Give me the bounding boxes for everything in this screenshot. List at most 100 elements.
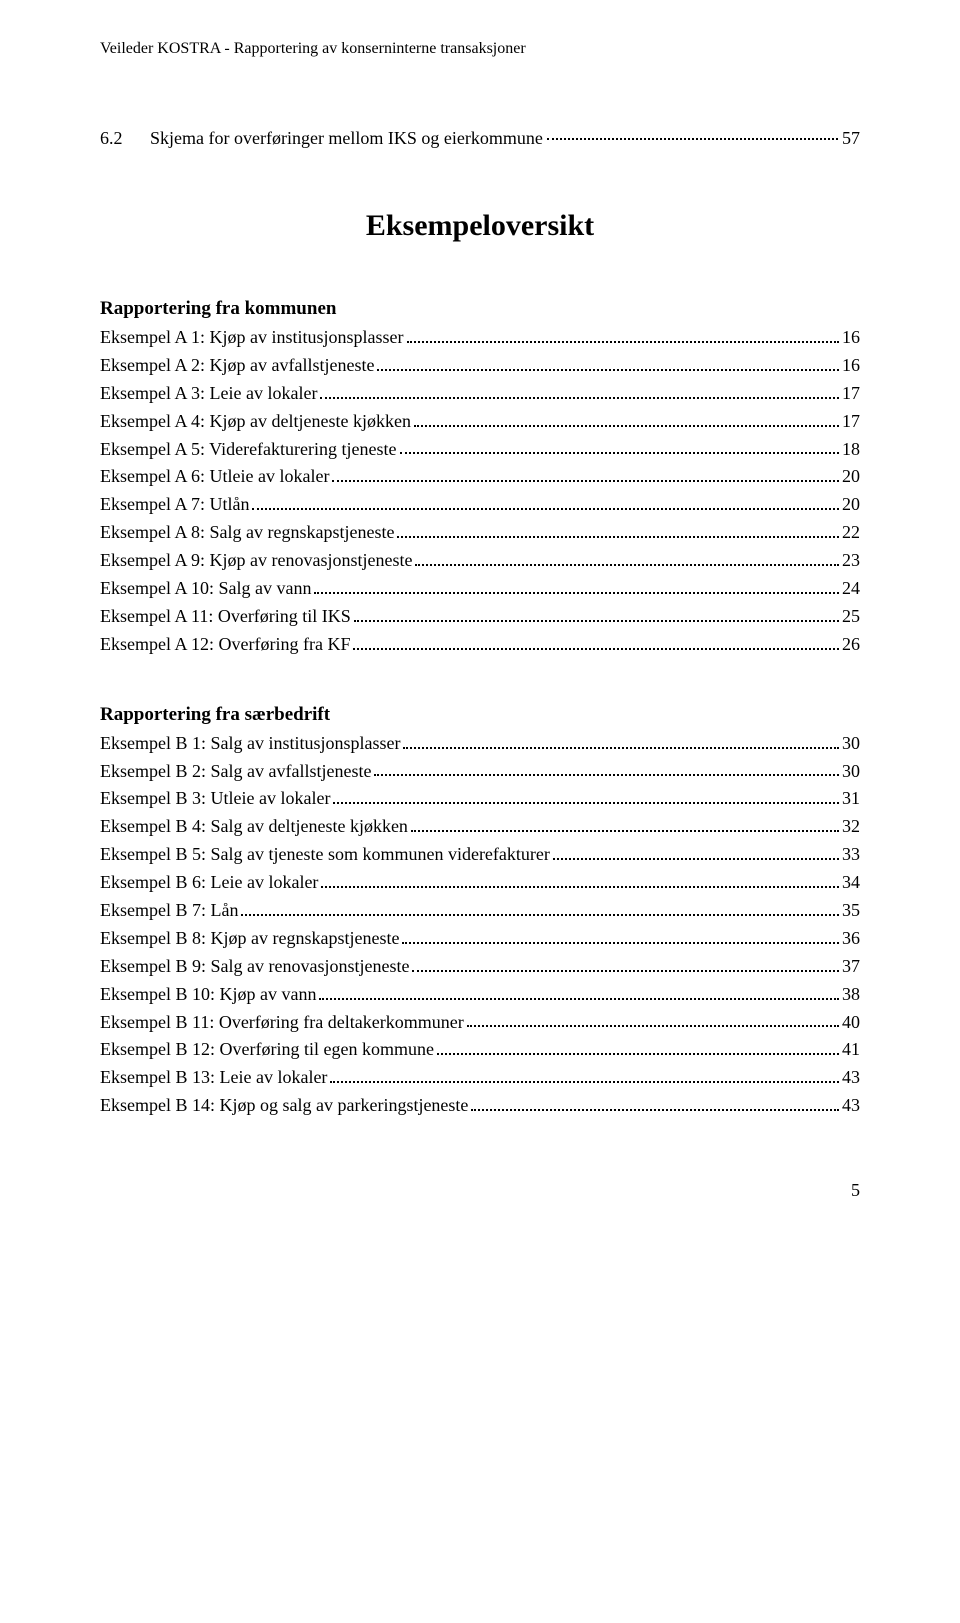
toc-entry-label: Eksempel A 11: Overføring til IKS (100, 603, 351, 631)
leader-dots (374, 774, 839, 776)
toc-entry-page: 16 (842, 352, 860, 380)
leader-dots (414, 425, 839, 427)
toc-entry-page: 38 (842, 981, 860, 1009)
toc-entry-label: Eksempel A 6: Utleie av lokaler (100, 463, 329, 491)
toc-entry: Eksempel A 8: Salg av regnskapstjeneste 2… (100, 519, 860, 547)
toc-entry-page: 24 (842, 575, 860, 603)
leader-dots (397, 536, 839, 538)
leader-dots (321, 886, 839, 888)
leader-dots (402, 942, 839, 944)
toc-entry: Eksempel A 7: Utlån 20 (100, 491, 860, 519)
toc-entry: Eksempel B 9: Salg av renovasjonstjenest… (100, 953, 860, 981)
leader-dots (471, 1109, 839, 1111)
toc-entry: Eksempel A 9: Kjøp av renovasjonstjenest… (100, 547, 860, 575)
toc-entry-label: Eksempel A 9: Kjøp av renovasjonstjenest… (100, 547, 412, 575)
toc-entry-page: 22 (842, 519, 860, 547)
overview-heading: Eksempeloversikt (100, 209, 860, 243)
toc-entry-page: 41 (842, 1036, 860, 1064)
leader-dots (400, 452, 840, 454)
toc-entry: Eksempel A 11: Overføring til IKS 25 (100, 603, 860, 631)
leader-dots (333, 802, 839, 804)
toc-entry: Eksempel B 2: Salg av avfallstjeneste30 (100, 758, 860, 786)
toc-entry-page: 40 (842, 1009, 860, 1037)
leader-dots (411, 830, 839, 832)
toc-entry-label: Eksempel B 4: Salg av deltjeneste kjøkke… (100, 813, 408, 841)
leader-dots (353, 648, 839, 650)
toc-entry-label: Eksempel A 1: Kjøp av institusjonsplasse… (100, 324, 404, 352)
leader-dots (467, 1025, 839, 1027)
toc-entry-label: Eksempel A 8: Salg av regnskapstjeneste (100, 519, 394, 547)
toc-entry-page: 30 (842, 730, 860, 758)
leader-dots (252, 508, 839, 510)
toc-entry: Eksempel B 3: Utleie av lokaler 31 (100, 785, 860, 813)
toc-entry: Eksempel A 5: Viderefakturering tjeneste… (100, 436, 860, 464)
toc-entry-page: 43 (842, 1064, 860, 1092)
toc-entry-label: Eksempel A 7: Utlån (100, 491, 249, 519)
toc-entry-page: 34 (842, 869, 860, 897)
leader-dots (320, 397, 839, 399)
toc-entry-page: 18 (842, 436, 860, 464)
leader-dots (241, 914, 839, 916)
top-entry-title: Skjema for overføringer mellom IKS og ei… (150, 128, 543, 149)
toc-entry: Eksempel B 11: Overføring fra deltakerko… (100, 1009, 860, 1037)
toc-entry: Eksempel A 10: Salg av vann 24 (100, 575, 860, 603)
top-entry-page: 57 (842, 128, 860, 149)
toc-entry-page: 33 (842, 841, 860, 869)
leader-dots (547, 138, 838, 140)
toc-entry-page: 17 (842, 408, 860, 436)
section-heading: Rapportering fra kommunen (100, 298, 860, 320)
toc-section: Rapportering fra kommunen Eksempel A 1: K… (100, 298, 860, 659)
toc-entry-page: 31 (842, 785, 860, 813)
leader-dots (407, 341, 840, 343)
toc-entry: Eksempel B 13: Leie av lokaler 43 (100, 1064, 860, 1092)
toc-entry: Eksempel A 1: Kjøp av institusjonsplasse… (100, 324, 860, 352)
leader-dots (354, 620, 839, 622)
page-number: 5 (100, 1180, 860, 1201)
toc-entry-page: 36 (842, 925, 860, 953)
section-heading: Rapportering fra særbedrift (100, 704, 860, 726)
toc-entry-label: Eksempel B 14: Kjøp og salg av parkering… (100, 1092, 468, 1120)
toc-entry-label: Eksempel B 8: Kjøp av regnskapstjeneste (100, 925, 399, 953)
toc-entry-page: 35 (842, 897, 860, 925)
toc-entry-label: Eksempel B 2: Salg av avfallstjeneste (100, 758, 371, 786)
toc-entry: Eksempel A 4: Kjøp av deltjeneste kjøkke… (100, 408, 860, 436)
toc-entry: Eksempel B 12: Overføring til egen kommu… (100, 1036, 860, 1064)
leader-dots (330, 1081, 839, 1083)
toc-entry-page: 26 (842, 631, 860, 659)
leader-dots (314, 592, 839, 594)
toc-entry-label: Eksempel B 7: Lån (100, 897, 238, 925)
toc-entry-label: Eksempel B 1: Salg av institusjonsplasse… (100, 730, 400, 758)
toc-entry-label: Eksempel B 13: Leie av lokaler (100, 1064, 327, 1092)
leader-dots (437, 1053, 839, 1055)
toc-entry: Eksempel A 3: Leie av lokaler17 (100, 380, 860, 408)
toc-entry: Eksempel B 1: Salg av institusjonsplasse… (100, 730, 860, 758)
leader-dots (415, 564, 839, 566)
toc-entry-page: 32 (842, 813, 860, 841)
toc-entry-label: Eksempel A 2: Kjøp av avfallstjeneste (100, 352, 374, 380)
toc-entry: Eksempel B 8: Kjøp av regnskapstjeneste 3… (100, 925, 860, 953)
toc-entry-label: Eksempel A 10: Salg av vann (100, 575, 311, 603)
toc-entry-page: 16 (842, 324, 860, 352)
toc-entry: Eksempel B 5: Salg av tjeneste som kommu… (100, 841, 860, 869)
toc-entry-label: Eksempel B 10: Kjøp av vann (100, 981, 316, 1009)
toc-entry-page: 25 (842, 603, 860, 631)
toc-section: Rapportering fra særbedrift Eksempel B 1:… (100, 704, 860, 1120)
leader-dots (332, 480, 839, 482)
toc-entry-label: Eksempel B 9: Salg av renovasjonstjenest… (100, 953, 409, 981)
toc-entry: Eksempel B 14: Kjøp og salg av parkering… (100, 1092, 860, 1120)
toc-entry: Eksempel B 10: Kjøp av vann 38 (100, 981, 860, 1009)
toc-entry-label: Eksempel B 11: Overføring fra deltakerko… (100, 1009, 464, 1037)
toc-entry-label: Eksempel B 5: Salg av tjeneste som kommu… (100, 841, 550, 869)
toc-entry-label: Eksempel B 6: Leie av lokaler (100, 869, 318, 897)
leader-dots (377, 369, 839, 371)
toc-entry-label: Eksempel A 5: Viderefakturering tjeneste (100, 436, 397, 464)
toc-entry-label: Eksempel A 3: Leie av lokaler (100, 380, 317, 408)
toc-entry-label: Eksempel B 3: Utleie av lokaler (100, 785, 330, 813)
toc-entry-page: 20 (842, 491, 860, 519)
toc-entry: Eksempel B 6: Leie av lokaler 34 (100, 869, 860, 897)
leader-dots (553, 858, 839, 860)
toc-entry-label: Eksempel B 12: Overføring til egen kommu… (100, 1036, 434, 1064)
toc-entry-page: 37 (842, 953, 860, 981)
toc-entry: Eksempel A 2: Kjøp av avfallstjeneste 16 (100, 352, 860, 380)
leader-dots (412, 970, 839, 972)
